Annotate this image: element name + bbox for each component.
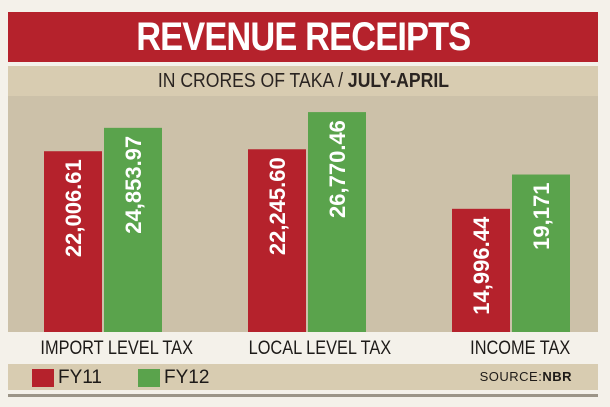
bottom-rule — [8, 394, 598, 397]
legend-swatch-fy11 — [32, 369, 54, 387]
legend-item-fy12: FY12 — [138, 367, 209, 389]
data-label-fy11-2: 14,996.44 — [469, 216, 494, 315]
bar-fy11-1 — [248, 149, 306, 332]
bar-fy12-2 — [512, 174, 570, 332]
bar-fy11-2 — [452, 208, 510, 332]
legend-swatch-fy12 — [138, 369, 160, 387]
legend-bar: FY11 FY12 SOURCE:NBR — [8, 364, 598, 390]
source-name: NBR — [542, 369, 572, 384]
category-label-import-level-tax: IMPORT LEVEL TAX — [40, 338, 193, 359]
legend-label-fy12: FY12 — [164, 367, 210, 388]
data-label-fy12-2: 19,171 — [529, 183, 554, 250]
subtitle-period: JULY-APRIL — [347, 69, 449, 92]
legend-item-fy11: FY11 — [32, 367, 102, 389]
category-label-local-level-tax: LOCAL LEVEL TAX — [248, 338, 391, 359]
legend-label-fy11: FY11 — [58, 367, 103, 388]
chart-title-bar: REVENUE RECEIPTS — [8, 12, 598, 62]
category-label-income-tax: INCOME TAX — [470, 338, 571, 359]
source-note: SOURCE:NBR — [480, 369, 572, 384]
data-label-fy11-1: 22,245.60 — [265, 157, 290, 255]
data-label-fy12-0: 24,853.97 — [121, 136, 146, 234]
subtitle-units: IN CRORES OF TAKA / — [157, 69, 348, 92]
data-label-fy12-1: 26,770.46 — [325, 120, 350, 218]
data-label-fy11-0: 22,006.61 — [61, 159, 86, 257]
chart-title: REVENUE RECEIPTS — [135, 14, 471, 59]
bar-fy12-0 — [104, 127, 162, 332]
bar-fy11-0 — [44, 151, 102, 332]
chart-subtitle: IN CRORES OF TAKA / JULY-APRIL — [157, 70, 448, 93]
bar-fy12-1 — [308, 112, 366, 332]
bar-chart: 22,006.61 24,853.97 22,245.60 26,770.46 14,9… — [44, 112, 570, 332]
chart-subtitle-bar: IN CRORES OF TAKA / JULY-APRIL — [8, 66, 598, 96]
source-prefix: SOURCE: — [479, 369, 543, 384]
